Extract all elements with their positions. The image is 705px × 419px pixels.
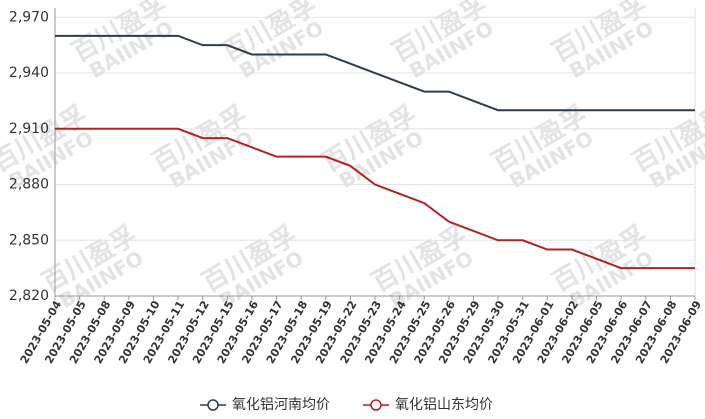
legend-label: 氧化铝山东均价 — [395, 397, 493, 413]
y-tick-label: 2,910 — [9, 121, 49, 137]
series-line — [55, 34, 695, 112]
y-tick-label: 2,970 — [9, 9, 49, 25]
y-tick-label: 2,940 — [9, 65, 49, 81]
series-line — [55, 127, 695, 270]
y-tick-label: 2,850 — [9, 232, 49, 248]
legend-label: 氧化铝河南均价 — [232, 397, 330, 413]
y-tick-label: 2,880 — [9, 177, 49, 193]
legend-marker — [370, 399, 382, 411]
legend-marker — [207, 399, 219, 411]
y-tick-label: 2,820 — [9, 288, 49, 304]
